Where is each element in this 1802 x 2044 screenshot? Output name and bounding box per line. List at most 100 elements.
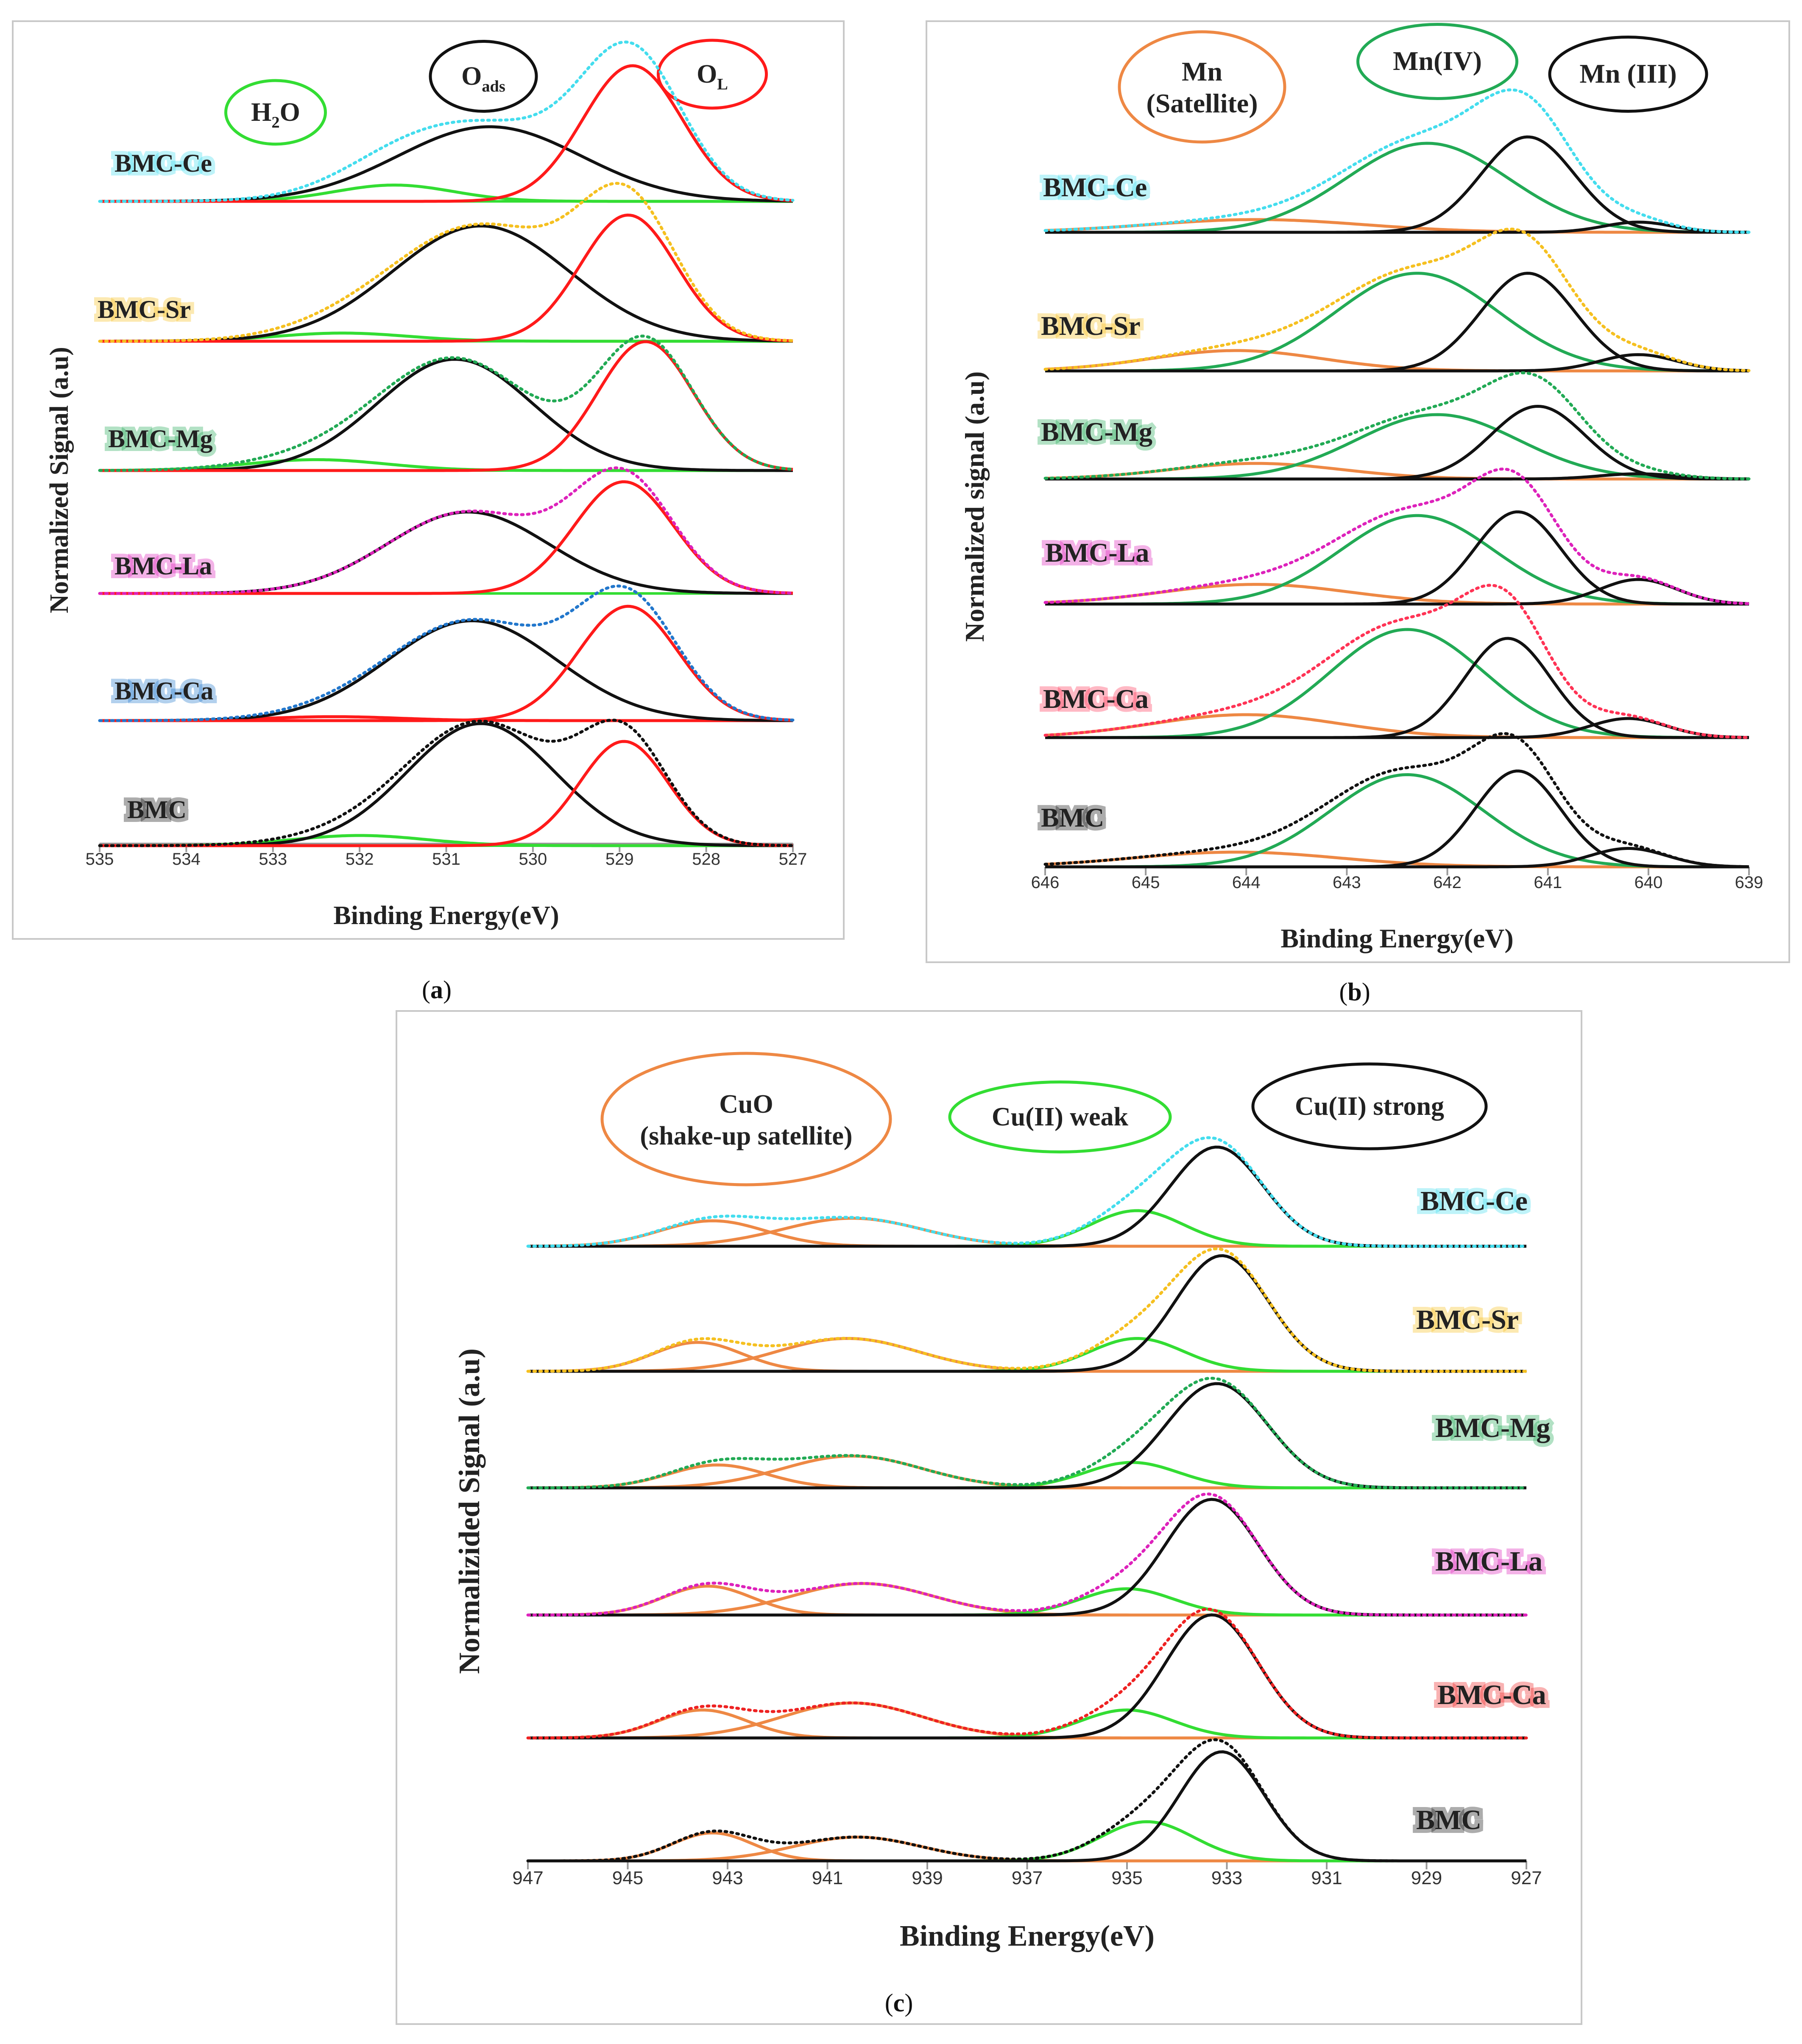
- panel-c-border: [396, 1010, 1582, 2025]
- legend-item: Mn(IV): [1356, 23, 1518, 100]
- panel-a: 535 534 533 532 531 530 529 528 527 Binding Energ…: [12, 20, 845, 1004]
- component-peak: [100, 358, 793, 472]
- x-tick-label: 643: [1333, 873, 1361, 892]
- component-peak: [1045, 773, 1749, 869]
- envelope-curve: [1043, 467, 1751, 605]
- x-tick-label: 639: [1735, 873, 1763, 892]
- legend-item: Oads: [429, 40, 538, 113]
- component-peak: [528, 1209, 1526, 1248]
- legend-item: Cu(II) strong: [1251, 1062, 1488, 1150]
- x-tick-label: 937: [1012, 1868, 1043, 1888]
- legend-ellipse: [1251, 1062, 1488, 1150]
- x-tick-label: 529: [605, 850, 634, 869]
- x-tick-label: 943: [712, 1868, 743, 1888]
- x-axis-title: Binding Energy(eV): [333, 901, 559, 930]
- component-peak: [1045, 717, 1749, 739]
- envelope-curve: [526, 1376, 1528, 1490]
- x-tick-label: 531: [432, 850, 460, 869]
- component-peak: [1045, 514, 1749, 606]
- legend-item: CuO (shake-up satellite): [600, 1052, 892, 1186]
- x-tick-label: 935: [1111, 1868, 1142, 1888]
- x-tick-label: 646: [1031, 873, 1060, 892]
- x-tick-label: 640: [1634, 873, 1663, 892]
- envelope-curve: [98, 334, 795, 472]
- component-peak: [1045, 847, 1749, 869]
- legend-text-main: O: [697, 60, 717, 89]
- component-peak: [528, 1613, 1526, 1740]
- x-tick-label: 644: [1232, 873, 1261, 892]
- envelope-curve: [98, 40, 795, 203]
- legend-text-main: H: [251, 98, 271, 127]
- legend-label-line2: (shake-up satellite): [640, 1122, 852, 1150]
- x-tick-label: 532: [346, 850, 374, 869]
- legend-ellipse: [600, 1052, 892, 1186]
- component-peak: [1045, 272, 1749, 373]
- component-peak: [100, 619, 793, 722]
- y-axis-title: Normalized Signal (a.u): [45, 347, 74, 613]
- sample-bmc-sr: BMC-Sr: [1037, 227, 1751, 373]
- envelope-curve: [1043, 227, 1751, 372]
- panel-caption: (a): [422, 976, 452, 1004]
- legend-ellipse: [1356, 23, 1518, 100]
- component-peak: [528, 1750, 1526, 1863]
- component-peak: [1045, 769, 1749, 869]
- sample-bmc-ce: BMC-Ce: [1039, 88, 1751, 234]
- sample-label: BMC: [127, 796, 187, 824]
- component-peak: [100, 604, 793, 722]
- sample-bmc-ca: BMC-Ca: [526, 1607, 1550, 1740]
- panel-caption: (b): [1339, 978, 1370, 1006]
- legend-ellipse: [657, 39, 768, 110]
- envelope-curve: [1043, 371, 1751, 481]
- component-peak: [100, 740, 793, 847]
- legend-item: H2O: [224, 79, 327, 146]
- legend-ellipse: [1548, 36, 1708, 113]
- sample-label: BMC-Ce: [1420, 1186, 1528, 1217]
- caption-letter: c: [893, 1989, 905, 2017]
- sample-bmc-la: BMC-La: [1041, 467, 1751, 606]
- envelope-curve: [98, 181, 795, 343]
- sample-bmc-mg: BMC-Mg: [526, 1376, 1554, 1490]
- envelope-curve: [526, 1492, 1528, 1617]
- sample-label: BMC-Mg: [1041, 417, 1152, 447]
- component-peak: [1045, 135, 1749, 234]
- panel-b: 646 645 644 643 642 641 640 639 Binding Energy(e…: [926, 20, 1790, 1006]
- legend-ellipse: [1118, 30, 1286, 144]
- sample-bmc-sr: BMC-Sr: [526, 1247, 1528, 1373]
- envelope-curve: [98, 718, 795, 847]
- component-peak: [1045, 472, 1749, 481]
- x-tick-label: 527: [779, 850, 807, 869]
- sample-bmc-ce: BMC-Ce: [526, 1136, 1531, 1248]
- sample-bmc-mg: BMC-Mg: [1037, 371, 1751, 481]
- component-peak: [528, 1831, 1526, 1863]
- component-peak: [100, 213, 793, 343]
- y-axis-title: Normalized signal (a.u): [960, 371, 990, 642]
- sample-bmc-mg: BMC-Mg: [98, 334, 795, 472]
- legend-label: Oads: [461, 62, 505, 95]
- x-tick-label: 528: [692, 850, 720, 869]
- x-tick-label: 947: [512, 1868, 543, 1888]
- envelope-curve: [526, 1247, 1528, 1373]
- legend-ellipse: [948, 1080, 1172, 1153]
- legend-text-main: O: [461, 62, 482, 91]
- sample-bmc-ca: BMC-Ca: [1039, 584, 1751, 739]
- panel-c: 947 945 943 941 939 937 935 933 931 929 927 Binding…: [396, 1010, 1582, 2025]
- sample-bmc: BMC: [1037, 732, 1751, 869]
- sample-label: BMC-La: [1045, 537, 1149, 568]
- sample-label: BMC-Ca: [1043, 684, 1149, 714]
- component-peak: [1045, 578, 1749, 606]
- caption-letter: a: [430, 976, 443, 1004]
- envelope-curve: [526, 1136, 1528, 1248]
- sample-label: BMC: [1041, 802, 1104, 833]
- sample-label: BMC: [1416, 1805, 1481, 1835]
- legend-ellipse: [429, 40, 538, 113]
- component-peak: [100, 722, 793, 847]
- x-tick-label: 933: [1211, 1868, 1242, 1888]
- x-tick-label: 929: [1411, 1868, 1442, 1888]
- x-tick-label: 533: [259, 850, 287, 869]
- x-tick-label: 945: [612, 1868, 643, 1888]
- sample-label: BMC-Ca: [1437, 1679, 1546, 1710]
- component-peak: [1045, 220, 1749, 234]
- sample-label: BMC-La: [114, 552, 212, 580]
- sample-label: BMC-Ca: [114, 677, 213, 705]
